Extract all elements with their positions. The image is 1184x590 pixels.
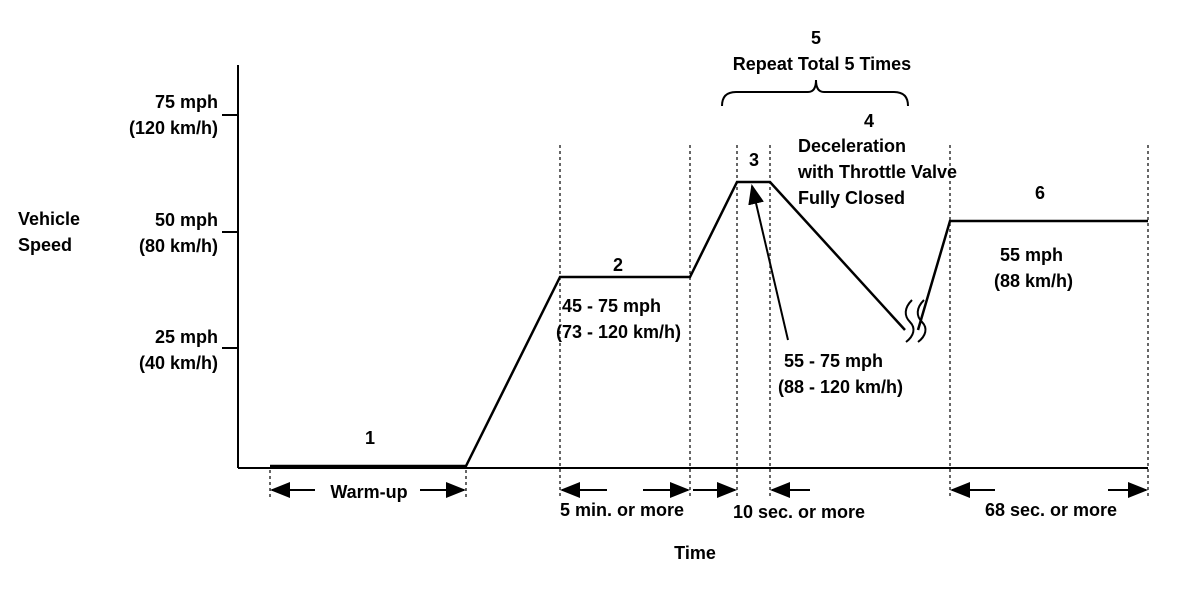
phase-number: 1 bbox=[365, 428, 375, 448]
speed-label: 45 - 75 mph bbox=[562, 296, 661, 316]
tick-label: 25 mph bbox=[155, 327, 218, 347]
duration-label: 68 sec. or more bbox=[985, 500, 1117, 520]
phase-number: 4 bbox=[864, 111, 874, 131]
duration-label: 5 min. or more bbox=[560, 500, 684, 520]
speed-label: 55 mph bbox=[1000, 245, 1063, 265]
y-axis-label: Vehicle bbox=[18, 209, 80, 229]
x-axis-label: Time bbox=[674, 543, 716, 563]
tick-label: 75 mph bbox=[155, 92, 218, 112]
speed-profile-line bbox=[270, 180, 906, 468]
repeat-label: Repeat Total 5 Times bbox=[733, 54, 911, 74]
tick-label: (40 km/h) bbox=[139, 353, 218, 373]
phase-dividers bbox=[269, 145, 1149, 497]
break-squiggle-icon bbox=[904, 299, 927, 343]
phase-description: Deceleration bbox=[798, 136, 906, 156]
tick-label: 50 mph bbox=[155, 210, 218, 230]
phase-number: 2 bbox=[613, 255, 623, 275]
y-axis-label: Speed bbox=[18, 235, 72, 255]
repeat-brace bbox=[721, 79, 909, 107]
speed-label: (88 - 120 km/h) bbox=[778, 377, 903, 397]
phase-description: Fully Closed bbox=[798, 188, 905, 208]
y-ticks bbox=[222, 114, 238, 349]
speed-label: (88 km/h) bbox=[994, 271, 1073, 291]
phase-description: with Throttle Valve bbox=[797, 162, 957, 182]
tick-label: (80 km/h) bbox=[139, 236, 218, 256]
phase-number: 5 bbox=[811, 28, 821, 48]
speed-profile-line-end bbox=[916, 219, 1148, 331]
phase3-pointer-arrow bbox=[748, 184, 789, 341]
speed-label: 55 - 75 mph bbox=[784, 351, 883, 371]
phase-number: 3 bbox=[749, 150, 759, 170]
speed-label: (73 - 120 km/h) bbox=[556, 322, 681, 342]
duration-label: Warm-up bbox=[330, 482, 407, 502]
duration-label: 10 sec. or more bbox=[733, 502, 865, 522]
phase-number: 6 bbox=[1035, 183, 1045, 203]
tick-label: (120 km/h) bbox=[129, 118, 218, 138]
